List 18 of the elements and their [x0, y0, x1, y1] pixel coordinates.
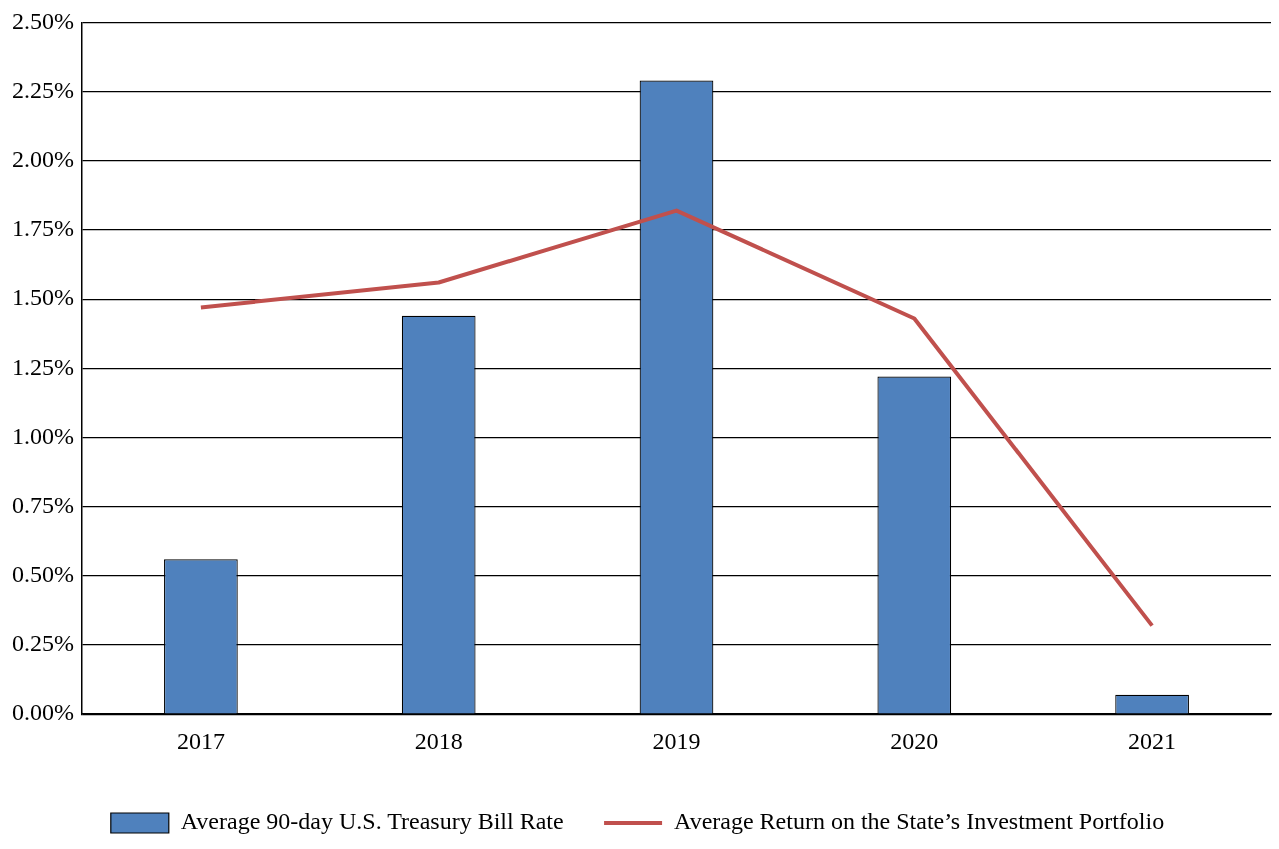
y-tick-label: 0.00%: [11, 699, 74, 726]
y-tick-label: 2.25%: [11, 76, 74, 103]
x-tick-label: 2017: [176, 727, 225, 754]
x-tick-label: 2019: [652, 727, 701, 754]
y-tick-label: 0.75%: [11, 491, 74, 518]
y-tick-label: 1.25%: [11, 353, 74, 380]
y-tick-label: 2.00%: [11, 146, 74, 173]
y-tick-label: 1.75%: [11, 215, 74, 242]
y-tick-label: 1.00%: [11, 422, 74, 449]
x-tick-label: 2021: [1128, 727, 1177, 754]
legend-label: Average Return on the State’s Investment Portfolio: [674, 808, 1165, 835]
x-tick-label: 2018: [414, 727, 463, 754]
x-tick-label: 2020: [890, 727, 939, 754]
y-tick-label: 0.50%: [11, 561, 74, 588]
legend-label: Average 90-day U.S. Treasury Bill Rate: [180, 808, 564, 835]
y-tick-label: 2.50%: [11, 7, 74, 34]
y-tick-label: 0.25%: [11, 630, 74, 657]
y-tick-label: 1.50%: [11, 284, 74, 311]
